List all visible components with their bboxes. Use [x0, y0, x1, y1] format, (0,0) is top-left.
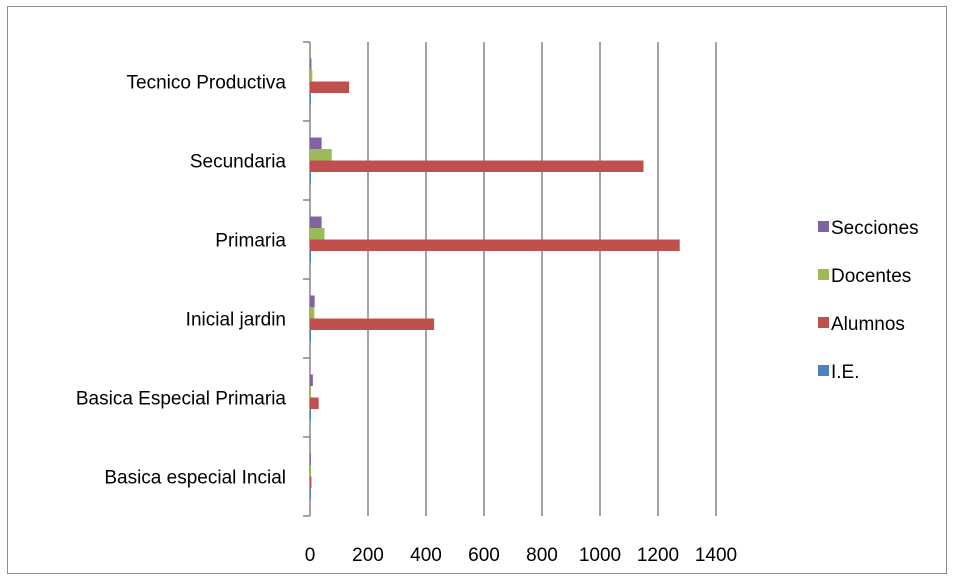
x-tick-label: 800: [526, 545, 558, 566]
legend-label: Docentes: [831, 266, 911, 287]
legend-swatch: [818, 221, 829, 232]
x-tick-label: 200: [352, 545, 384, 566]
x-tick-label: 600: [468, 545, 500, 566]
chart-frame: Basica especial Incial Basica Especial Pr…: [7, 6, 947, 574]
x-tick-label: 0: [305, 545, 316, 566]
bar: [310, 216, 322, 228]
bar: [310, 93, 311, 105]
legend-label: Alumnos: [831, 314, 905, 335]
bar: [310, 374, 313, 386]
bar: [310, 409, 311, 421]
category-label: Tecnico Productiva: [127, 73, 287, 94]
x-tick-label: 400: [410, 545, 442, 566]
bar: [310, 137, 322, 149]
legend-swatch: [818, 317, 829, 328]
legend-label: I.E.: [831, 362, 860, 383]
bar: [310, 239, 680, 251]
bar: [310, 318, 435, 330]
x-tick-label: 1400: [695, 545, 737, 566]
x-tick-label: 1000: [579, 545, 621, 566]
category-label: Basica especial Incial: [104, 468, 286, 489]
category-label: Primaria: [215, 231, 286, 252]
bar: [310, 160, 644, 172]
bar: [310, 172, 311, 184]
bar: [310, 330, 311, 342]
bar: [310, 397, 319, 409]
bar: [310, 465, 311, 477]
category-label: Secundaria: [190, 152, 287, 173]
category-label: Inicial jardin: [186, 310, 286, 331]
bar: [310, 476, 312, 488]
bar: [310, 386, 311, 398]
category-label: Basica Especial Primaria: [76, 389, 287, 410]
bar: [310, 228, 325, 240]
bar: [310, 70, 313, 82]
legend-label: Secciones: [831, 218, 919, 239]
legend-swatch: [818, 269, 829, 280]
bar: [310, 453, 311, 465]
bar-chart: Basica especial Incial Basica Especial Pr…: [76, 41, 919, 566]
x-tick-label: 1200: [637, 545, 679, 566]
bar: [310, 149, 332, 161]
bar: [310, 58, 312, 70]
bar: [310, 81, 350, 93]
bar: [310, 307, 315, 319]
bar: [310, 488, 311, 500]
legend-swatch: [818, 365, 829, 376]
bar: [310, 295, 315, 307]
bar: [310, 251, 311, 263]
